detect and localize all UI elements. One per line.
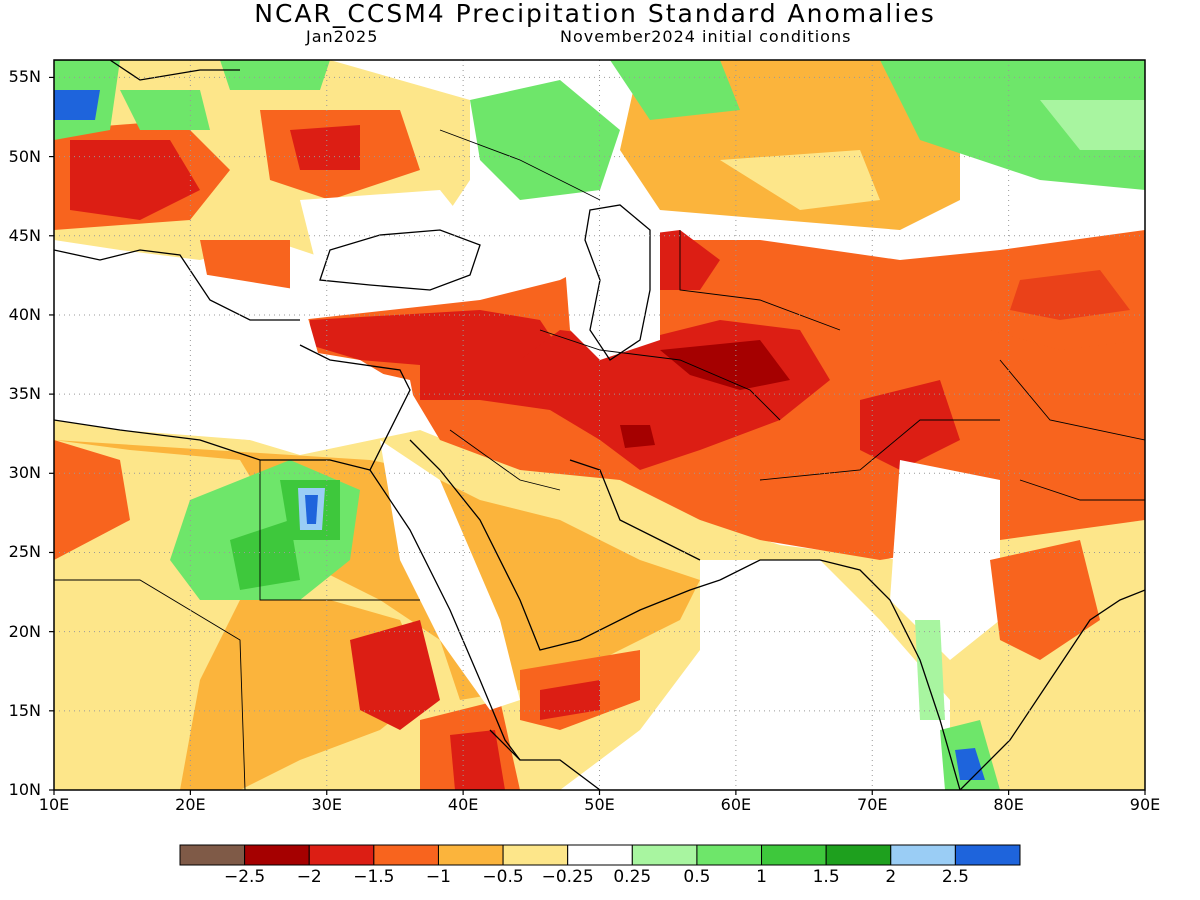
lat-label: 20N (8, 621, 41, 641)
lon-label: 40E (447, 795, 479, 814)
gridlines (54, 60, 1145, 790)
colorbar-label: −0.25 (541, 867, 594, 887)
lat-label: 50N (8, 146, 41, 166)
lon-label: 10E (38, 795, 70, 814)
colorbar-label: 0.5 (683, 867, 711, 887)
colorbar-swatch (308, 844, 375, 866)
lat-label: 25N (8, 542, 41, 562)
lon-label: 70E (857, 795, 888, 814)
colorbar-label: −2 (296, 867, 322, 887)
lat-label: 10N (8, 780, 41, 799)
valid-month-label: Jan2025 (306, 27, 379, 46)
colorbar-swatch (696, 844, 763, 866)
axis-ticks (49, 76, 1146, 795)
colorbar-label: −0.5 (482, 867, 524, 887)
lon-label: 30E (311, 795, 342, 814)
colorbar-swatch (244, 844, 310, 866)
lat-label: 55N (8, 67, 41, 87)
colorbar-label: −2.5 (223, 867, 266, 887)
lon-label: 60E (720, 795, 752, 814)
chart-title: NCAR_CCSM4 Precipitation Standard Anomal… (254, 0, 936, 28)
lon-label: 50E (584, 795, 615, 814)
colorbar-swatch (437, 844, 504, 866)
colorbar-label: −1 (425, 867, 451, 887)
init-conditions-label: November2024 initial conditions (560, 27, 852, 46)
lat-label: 45N (8, 225, 41, 245)
anomaly-field (54, 60, 1145, 790)
colorbar (179, 844, 1021, 866)
colorbar-label: 1 (756, 867, 767, 887)
colorbar-swatch (761, 844, 827, 866)
colorbar-label: 1.5 (812, 867, 840, 887)
lat-label: 35N (8, 384, 41, 404)
colorbar-swatch (954, 844, 1021, 866)
colorbar-label: −1.5 (353, 867, 395, 887)
colorbar-label: 2 (885, 867, 897, 887)
colorbar-swatch (179, 844, 246, 866)
colorbar-swatch (631, 844, 698, 866)
colorbar-swatch (890, 844, 956, 866)
lat-label: 30N (8, 463, 41, 483)
colorbar-swatch (502, 844, 569, 866)
colorbar-swatch (373, 844, 439, 866)
colorbar-swatch (567, 844, 633, 866)
colorbar-label: 0.25 (613, 867, 652, 887)
lat-label: 40N (8, 304, 41, 324)
lon-label: 90E (1129, 795, 1161, 814)
colorbar-swatch (825, 844, 892, 866)
coastlines (54, 60, 1145, 790)
lon-label: 80E (993, 795, 1024, 814)
lon-label: 20E (175, 795, 206, 814)
colorbar-label: 2.5 (941, 867, 969, 887)
lat-label: 15N (8, 700, 41, 720)
